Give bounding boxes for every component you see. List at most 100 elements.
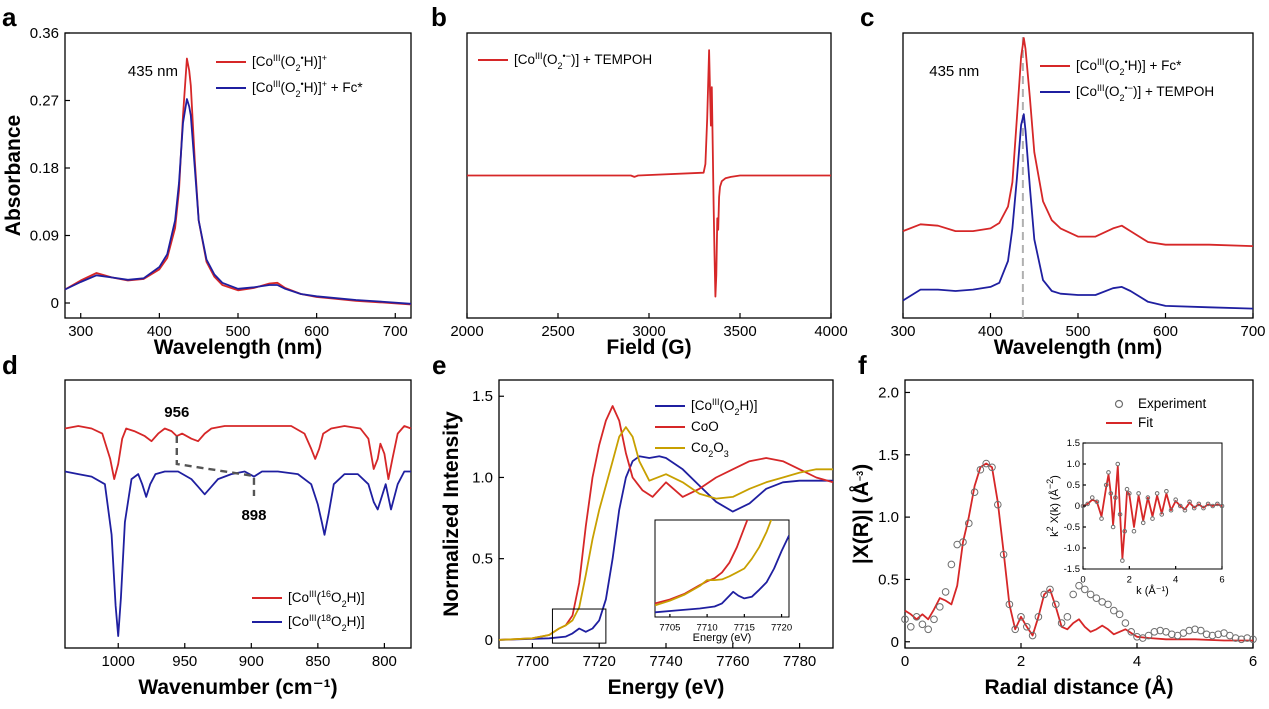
panel-f-series-experiment-point bbox=[982, 459, 991, 468]
panel-a-xtick-label: 400 bbox=[147, 323, 172, 340]
panel-f-ytick-label: 0 bbox=[891, 634, 899, 651]
panel-e-legend-2-label: Co2O3 bbox=[691, 440, 729, 459]
panel-b-xlabel: Field (G) bbox=[606, 336, 691, 359]
panel-f-series-experiment-point bbox=[1191, 625, 1199, 634]
panel-f-inset-series-experiment-point bbox=[1150, 516, 1155, 521]
panel-label-a: a bbox=[2, 2, 17, 32]
panel-e-xtick-label: 7700 bbox=[516, 653, 549, 670]
panel-f-series-experiment-point bbox=[941, 588, 950, 596]
panel-f-inset-series-experiment-point bbox=[1187, 499, 1192, 505]
panel-b-xtick-label: 2000 bbox=[450, 323, 483, 340]
panel-f-series-experiment-point bbox=[1127, 627, 1135, 636]
panel-a-series-0 bbox=[64, 57, 412, 306]
panel-f-series-experiment-point bbox=[970, 488, 979, 496]
panel-f-inset-series-experiment-point bbox=[1124, 486, 1130, 492]
panel-f-inset-series-experiment-point bbox=[1113, 495, 1118, 500]
panel-e-series-2 bbox=[498, 426, 833, 641]
panel-a-ytick-label: 0.27 bbox=[30, 93, 59, 110]
panel-f-series-experiment-point bbox=[1144, 631, 1153, 640]
panel-f-series-experiment-point bbox=[1133, 632, 1141, 641]
panel-f-inset-xtick-label: 2 bbox=[1127, 575, 1132, 586]
panel-b-xtick-label: 2500 bbox=[541, 323, 574, 340]
panel-d-annotation: 898 bbox=[241, 507, 266, 524]
panel-f-series-experiment-point bbox=[1034, 613, 1043, 621]
panel-f-series-experiment-point bbox=[1075, 581, 1083, 590]
panel-f-series-experiment-point bbox=[901, 615, 909, 624]
panel-c-xtick-label: 400 bbox=[978, 323, 1003, 340]
panel-e-inset-xtick-label: 7720 bbox=[771, 623, 792, 634]
panel-e-inset-xtick-label: 7705 bbox=[659, 623, 680, 634]
panel-f-series-experiment-point bbox=[976, 465, 985, 474]
panel-f-series-experiment-point bbox=[907, 623, 915, 631]
panel-f-series-experiment-point bbox=[1104, 600, 1112, 609]
panel-f-inset-ytick-label: -1.0 bbox=[1064, 543, 1080, 554]
panel-f-series-experiment-point bbox=[959, 538, 967, 546]
panel-e-ytick-label: 1.5 bbox=[472, 388, 493, 405]
panel-a-frame bbox=[64, 32, 412, 319]
panel-f-ytick-label: 1.5 bbox=[878, 447, 899, 464]
panel-f-series-experiment-point bbox=[924, 625, 933, 634]
panel-f-series-experiment-point bbox=[947, 560, 956, 569]
panel-f-series-experiment-point bbox=[1011, 625, 1020, 634]
panel-e-xtick-label: 7740 bbox=[649, 653, 682, 670]
panel-a-xtick-label: 500 bbox=[225, 323, 250, 340]
panel-f-inset-series-experiment-point bbox=[1089, 495, 1095, 500]
panel-a-xlabel: Wavelength (nm) bbox=[154, 336, 322, 359]
panel-f-inset-series-experiment-point bbox=[1115, 461, 1121, 467]
panel-f-series-experiment-point bbox=[994, 500, 1002, 509]
panel-f-series-experiment-point bbox=[930, 615, 938, 624]
panel-f-legend-1-label: Fit bbox=[1138, 415, 1153, 430]
panel-f-series-experiment-point bbox=[918, 620, 927, 629]
panel-c-legend-1-label: [CoIII(O2•−)] + TEMPOH bbox=[1076, 83, 1214, 103]
panel-d-series-1 bbox=[64, 470, 411, 637]
panel-a-ytick-label: 0.36 bbox=[30, 25, 59, 42]
panel-e-series-1 bbox=[498, 405, 834, 641]
panel-f-series-experiment-point bbox=[1057, 619, 1066, 627]
panel-d-xtick-label: 850 bbox=[305, 653, 330, 670]
panel-f-inset-xtick-label: 0 bbox=[1080, 575, 1085, 586]
panel-f-inset-xtick-label: 4 bbox=[1173, 575, 1178, 586]
panel-d-series-0 bbox=[64, 425, 412, 481]
panel-c-xtick-label: 500 bbox=[1065, 323, 1090, 340]
panel-b-series-0 bbox=[467, 49, 831, 298]
panel-f-series-experiment-point bbox=[1028, 631, 1037, 640]
panel-f-inset-series-experiment-point bbox=[1201, 505, 1206, 511]
panel-label-e: e bbox=[432, 350, 446, 380]
panel-f-series-experiment-point bbox=[1197, 626, 1205, 635]
panel-e-ylabel: Normalized Intensity bbox=[440, 411, 463, 617]
panel-c-annotation: 435 nm bbox=[929, 63, 979, 80]
panel-f-series-experiment-point bbox=[936, 603, 944, 611]
panel-a-ytick-label: 0.09 bbox=[30, 228, 59, 245]
panel-a-legend-0-label: [CoIII(O2•H)]+ bbox=[252, 53, 327, 73]
panel-f-ylabel: |X(R)| (Å−3) bbox=[849, 464, 873, 564]
panel-e-legend-0-label: [CoIII(O2H)] bbox=[691, 397, 758, 417]
panel-f-inset-series-experiment-point bbox=[1191, 505, 1197, 511]
panel-f-inset-series-experiment-point bbox=[1127, 491, 1132, 496]
panel-f-inset-series-experiment-point bbox=[1117, 512, 1123, 517]
panel-f-series-experiment-point bbox=[1185, 626, 1193, 635]
panel-f-series-experiment-point bbox=[965, 519, 973, 528]
panel-c-xtick-label: 700 bbox=[1240, 323, 1265, 340]
panel-label-f: f bbox=[858, 350, 867, 380]
panel-d-legend-1-label: [CoIII(18O2H)] bbox=[288, 613, 365, 633]
panel-f-series-experiment-point bbox=[1017, 613, 1025, 621]
panel-c-legend-0-label: [CoIII(O2•H)] + Fc* bbox=[1076, 57, 1182, 77]
panel-f-series-experiment-point bbox=[1249, 635, 1257, 644]
panel-f-series-experiment-point bbox=[1081, 585, 1089, 594]
panel-f-series-experiment-point bbox=[999, 550, 1008, 559]
panel-e-xlabel: Energy (eV) bbox=[608, 676, 725, 699]
panel-b-legend-0-label: [CoIII(O2•−)] + TEMPOH bbox=[514, 51, 652, 71]
panel-e-inset-xtick-label: 7710 bbox=[697, 623, 718, 634]
panel-e-zoom-box bbox=[551, 608, 607, 644]
panel-f-series-experiment-point bbox=[1231, 634, 1240, 642]
panel-f-series-experiment-point bbox=[1005, 600, 1014, 609]
panel-d-xtick-label: 1000 bbox=[102, 653, 135, 670]
panel-f-inset-xtick-label: 6 bbox=[1219, 575, 1224, 586]
panel-f-inset-ytick-label: -0.5 bbox=[1064, 522, 1080, 533]
panel-f-series-experiment-point bbox=[1115, 610, 1124, 619]
panel-f-ytick-label: 0.5 bbox=[878, 571, 899, 588]
panel-f-series-experiment-point bbox=[1150, 627, 1159, 636]
panel-d-isotope-shift-connector bbox=[175, 436, 256, 496]
panel-f-inset-series-experiment-point bbox=[1178, 503, 1183, 509]
panel-a-ylabel: Absorbance bbox=[2, 115, 25, 236]
